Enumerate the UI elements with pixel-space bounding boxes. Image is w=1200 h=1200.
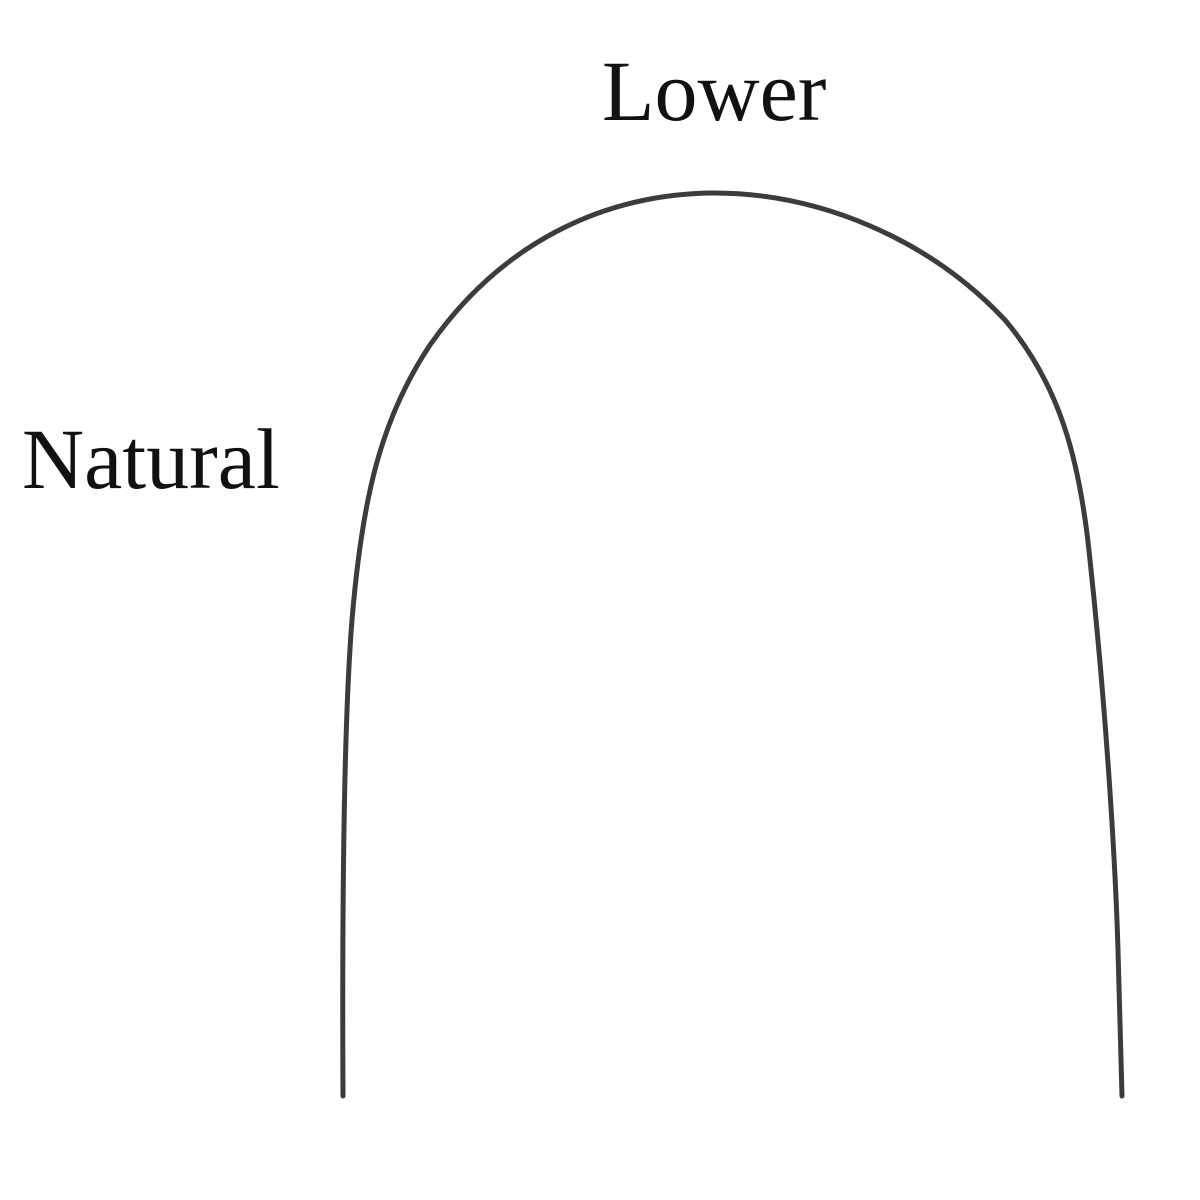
archwire [340, 190, 1125, 1099]
arch-position-label: Lower [602, 43, 827, 139]
arch-form-label: Natural [22, 411, 280, 507]
